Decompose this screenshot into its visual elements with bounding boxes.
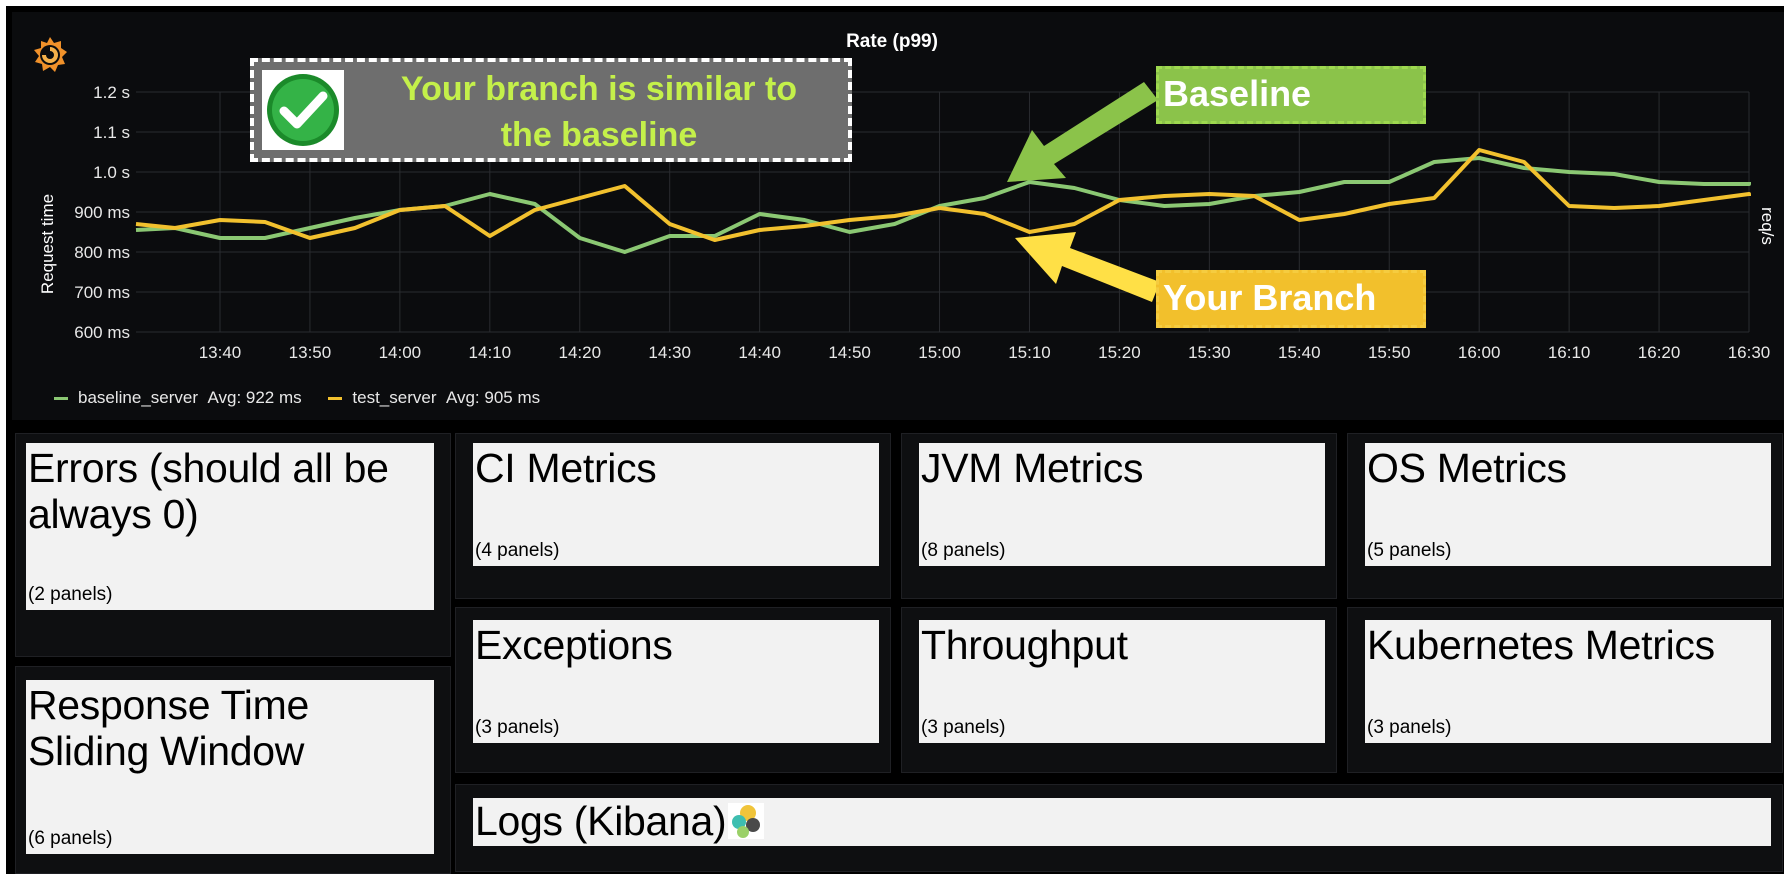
y-tick-label: 1.1 s: [93, 123, 130, 142]
x-tick-label: 14:20: [558, 343, 601, 362]
row-title-text: Logs (Kibana): [475, 798, 727, 844]
row-title: Response Time Sliding Window: [28, 682, 309, 774]
row-exceptions[interactable]: Exceptions (3 panels): [473, 620, 879, 743]
x-tick-label: 14:10: [469, 343, 512, 362]
y-tick-label: 600 ms: [74, 323, 130, 342]
legend-item-baseline[interactable]: baseline_server Avg: 922 ms: [54, 388, 306, 407]
x-tick-label: 15:30: [1188, 343, 1231, 362]
row-title: Exceptions: [475, 622, 673, 668]
kibana-logo-icon: [728, 802, 765, 840]
row-title: Logs (Kibana): [475, 798, 765, 844]
row-title: CI Metrics: [475, 445, 657, 491]
legend-series-name: test_server: [352, 388, 437, 407]
row-panel-count: (6 panels): [28, 828, 113, 849]
row-title: Errors (should all be always 0): [28, 445, 389, 537]
y-tick-label: 1.0 s: [93, 163, 130, 182]
x-tick-label: 16:30: [1728, 343, 1771, 362]
row-errors[interactable]: Errors (should all be always 0) (2 panel…: [26, 443, 434, 610]
x-tick-label: 16:10: [1548, 343, 1591, 362]
row-title: JVM Metrics: [921, 445, 1144, 491]
legend-series-avg: Avg: 922 ms: [207, 388, 302, 407]
row-panel-count: (2 panels): [28, 584, 113, 605]
legend-swatch-baseline: [54, 397, 68, 401]
x-tick-label: 16:20: [1638, 343, 1681, 362]
x-tick-label: 15:40: [1278, 343, 1321, 362]
y-tick-label: 900 ms: [74, 203, 130, 222]
x-tick-label: 15:10: [1008, 343, 1051, 362]
x-tick-label: 14:00: [379, 343, 422, 362]
x-tick-label: 16:00: [1458, 343, 1501, 362]
rate-p99-panel[interactable]: Rate (p99) Request time req/s 1.2 s 1.1 s…: [12, 12, 1784, 420]
x-tick-label: 15:50: [1368, 343, 1411, 362]
row-title: Kubernetes Metrics: [1367, 622, 1715, 668]
row-panel-count: (5 panels): [1367, 540, 1452, 561]
x-tick-label: 14:40: [738, 343, 781, 362]
grafana-logo-icon[interactable]: [30, 34, 70, 76]
annotation-arrows: [1007, 82, 1160, 302]
baseline-annotation: Baseline: [1156, 66, 1426, 124]
legend-series-name: baseline_server: [78, 388, 199, 407]
row-panel-count: (4 panels): [475, 540, 560, 561]
row-ci-metrics[interactable]: CI Metrics (4 panels): [473, 443, 879, 566]
y-tick-label: 1.2 s: [93, 83, 130, 102]
row-title: Throughput: [921, 622, 1128, 668]
row-os-metrics[interactable]: OS Metrics (5 panels): [1365, 443, 1771, 566]
similarity-callout: Your branch is similar to the baseline: [250, 58, 852, 162]
legend-item-test[interactable]: test_server Avg: 905 ms: [328, 388, 540, 407]
y-tick-label: 800 ms: [74, 243, 130, 262]
callout-line-2: the baseline: [500, 116, 698, 154]
row-logs-kibana[interactable]: Logs (Kibana): [473, 798, 1771, 846]
row-panel-count: (8 panels): [921, 540, 1006, 561]
x-tick-label: 13:40: [199, 343, 242, 362]
row-panel-count: (3 panels): [475, 717, 560, 738]
branch-arrow: [1015, 232, 1160, 302]
row-jvm-metrics[interactable]: JVM Metrics (8 panels): [919, 443, 1325, 566]
row-title: OS Metrics: [1367, 445, 1567, 491]
row-panel-count: (3 panels): [921, 717, 1006, 738]
legend-swatch-test: [328, 397, 343, 401]
callout-line-1: Your branch is similar to: [400, 70, 798, 108]
dashboard: Rate (p99) Request time req/s 1.2 s 1.1 s…: [6, 6, 1784, 874]
row-response-time-sliding-window[interactable]: Response Time Sliding Window (6 panels): [26, 680, 434, 854]
row-kubernetes-metrics[interactable]: Kubernetes Metrics (3 panels): [1365, 620, 1771, 743]
chart-title: Rate (p99): [846, 31, 938, 52]
row-panel-count: (3 panels): [1367, 717, 1452, 738]
x-tick-label: 15:00: [918, 343, 961, 362]
right-axis-label: req/s: [1758, 207, 1777, 245]
x-tick-label: 14:30: [648, 343, 691, 362]
series-line-test_server: [135, 148, 1751, 242]
callout-message: Your branch is similar to the baseline: [354, 66, 844, 158]
x-tick-label: 13:50: [289, 343, 332, 362]
row-throughput[interactable]: Throughput (3 panels): [919, 620, 1325, 743]
x-tick-label: 15:20: [1098, 343, 1141, 362]
legend-series-avg: Avg: 905 ms: [445, 388, 541, 407]
checkmark-icon: [262, 70, 344, 150]
chart-legend: baseline_server Avg: 922 ms test_server …: [54, 388, 562, 408]
y-tick-label: 700 ms: [74, 283, 130, 302]
baseline-arrow: [1007, 82, 1158, 182]
x-tick-label: 14:50: [828, 343, 871, 362]
y-axis-label: Request time: [38, 194, 57, 294]
branch-annotation: Your Branch: [1156, 270, 1426, 328]
